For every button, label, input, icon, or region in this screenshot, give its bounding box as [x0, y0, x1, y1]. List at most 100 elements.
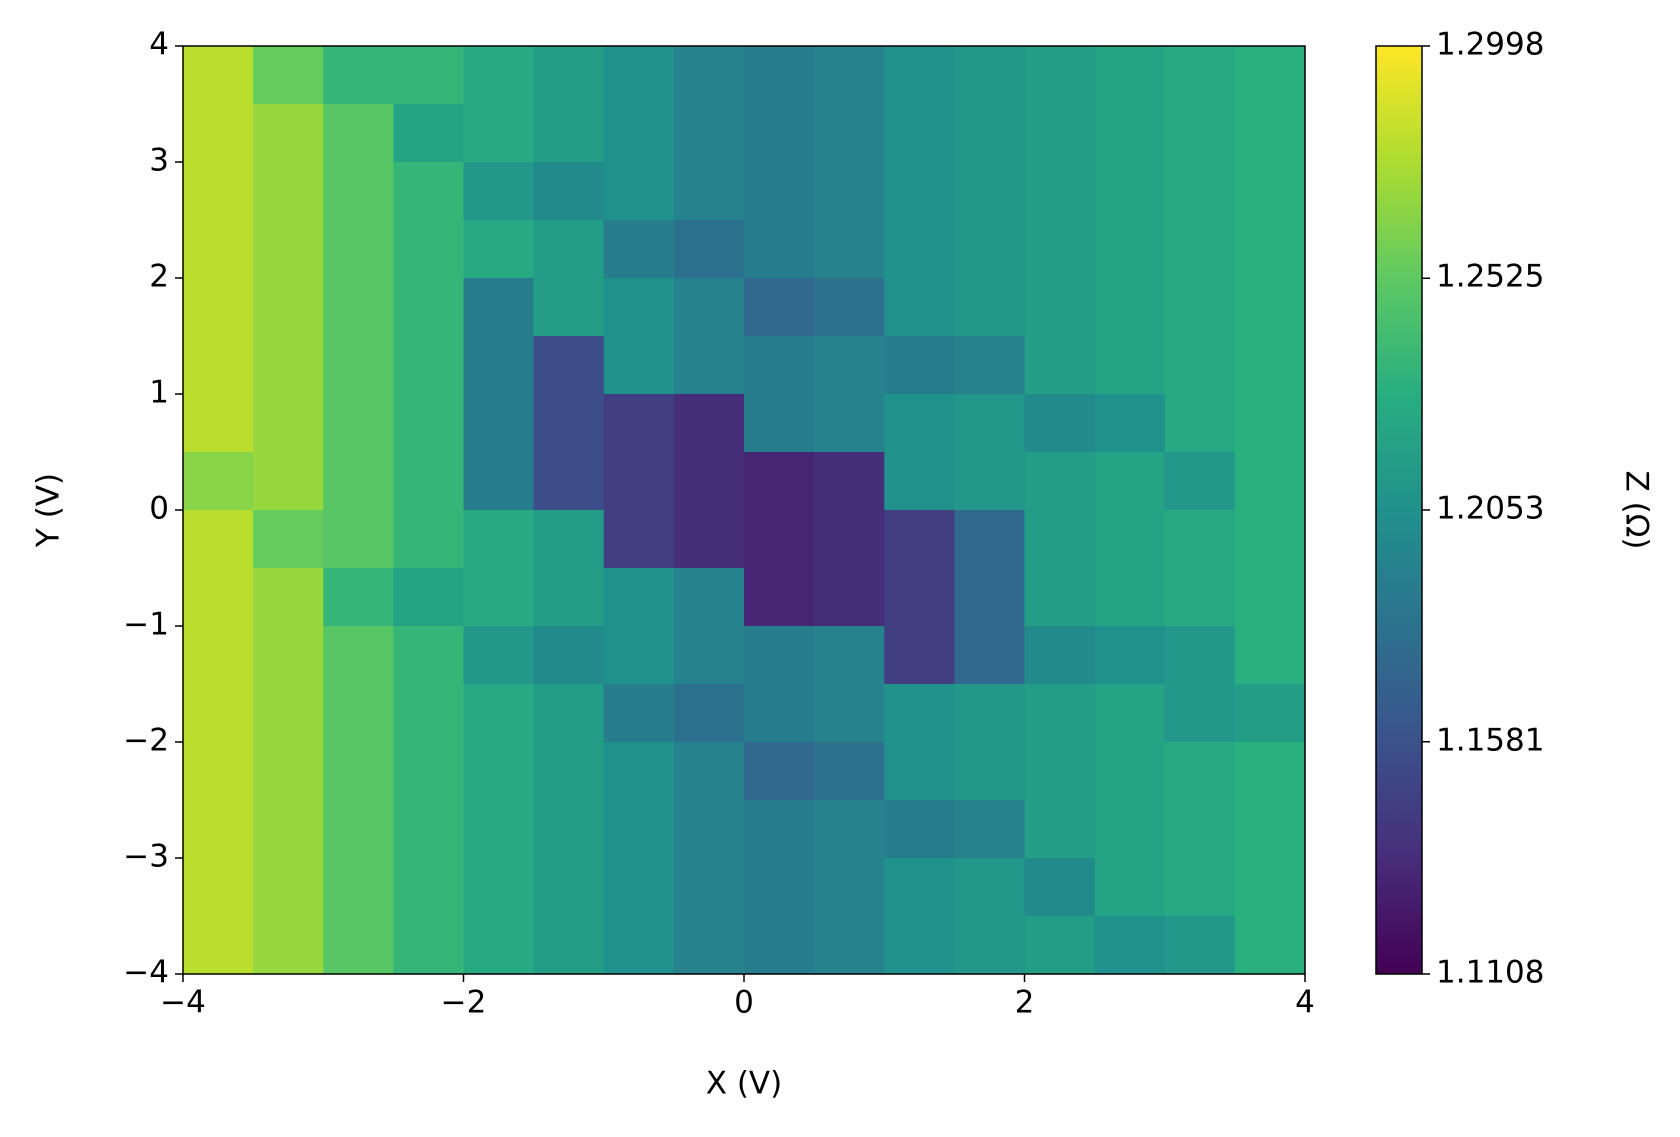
- heatmap-cell: [884, 742, 955, 801]
- heatmap-cell: [884, 568, 955, 627]
- heatmap-cell: [393, 278, 465, 337]
- heatmap-cell: [463, 800, 535, 859]
- heatmap-cell: [253, 278, 324, 337]
- x-tick-label: −2: [441, 985, 487, 1021]
- heatmap-cell: [954, 394, 1026, 453]
- heatmap-cell: [1234, 510, 1305, 569]
- heatmap-cell: [463, 104, 535, 163]
- heatmap-cell: [814, 568, 885, 627]
- heatmap-cell: [954, 510, 1026, 569]
- heatmap-cell: [744, 46, 815, 105]
- heatmap-cell: [1164, 104, 1236, 163]
- heatmap-cell: [183, 220, 254, 279]
- heatmap-cell: [603, 568, 675, 627]
- heatmap-cell: [744, 336, 815, 395]
- heatmap-cell: [253, 162, 324, 221]
- y-tick-label: −1: [123, 607, 169, 643]
- heatmap-cell: [744, 858, 815, 917]
- heatmap-cell: [393, 568, 465, 627]
- heatmap-cell: [183, 742, 254, 801]
- heatmap-cell: [814, 220, 885, 279]
- heatmap-cell: [253, 46, 324, 105]
- heatmap-cell: [393, 162, 465, 221]
- x-tick-label: −4: [160, 985, 206, 1021]
- heatmap-cell: [814, 394, 885, 453]
- heatmap-cell: [954, 626, 1026, 685]
- heatmap-cell: [1094, 568, 1166, 627]
- heatmap-cell: [814, 278, 885, 337]
- heatmap-cell: [954, 336, 1026, 395]
- heatmap-cell: [884, 104, 955, 163]
- heatmap-cell: [533, 684, 605, 743]
- heatmap-cell: [1024, 684, 1096, 743]
- heatmap-cell: [1234, 916, 1305, 974]
- x-tick-label: 2: [1015, 985, 1035, 1021]
- heatmap-cell: [673, 858, 745, 917]
- heatmap-cell: [954, 220, 1026, 279]
- heatmap-cell: [814, 46, 885, 105]
- y-tick-label: 0: [149, 491, 169, 527]
- heatmap-cell: [673, 46, 745, 105]
- heatmap-cell: [1094, 104, 1166, 163]
- heatmap-cell: [673, 626, 745, 685]
- heatmap-cell: [884, 452, 955, 511]
- heatmap-cell: [1094, 220, 1166, 279]
- heatmap-cell: [603, 858, 675, 917]
- heatmap-cell: [253, 220, 324, 279]
- heatmap-cell: [463, 626, 535, 685]
- heatmap-cell: [393, 452, 465, 511]
- heatmap-cell: [323, 452, 394, 511]
- heatmap-cell: [673, 162, 745, 221]
- heatmap-cell: [533, 742, 605, 801]
- heatmap-cell: [1024, 452, 1096, 511]
- heatmap-cell: [253, 626, 324, 685]
- heatmap-cell: [1024, 800, 1096, 859]
- heatmap-cell: [884, 858, 955, 917]
- heatmap-cell: [253, 684, 324, 743]
- heatmap-cell: [884, 46, 955, 105]
- y-tick-label: 4: [149, 27, 169, 63]
- heatmap-cell: [954, 858, 1026, 917]
- heatmap-cell: [1164, 858, 1236, 917]
- heatmap-cell: [1024, 278, 1096, 337]
- heatmap-cell: [884, 220, 955, 279]
- heatmap-cell: [673, 684, 745, 743]
- heatmap-cell: [1094, 916, 1166, 974]
- y-tick-label: −3: [123, 839, 169, 875]
- heatmap-cell: [183, 46, 254, 105]
- heatmap-cell: [1094, 162, 1166, 221]
- heatmap-cell: [253, 742, 324, 801]
- heatmap-cell: [1234, 220, 1305, 279]
- heatmap-cell: [1164, 742, 1236, 801]
- heatmap-cell: [884, 336, 955, 395]
- heatmap-cell: [603, 46, 675, 105]
- heatmap-cell: [463, 916, 535, 974]
- heatmap-cell: [533, 394, 605, 453]
- heatmap-cell: [884, 510, 955, 569]
- heatmap-cell: [884, 278, 955, 337]
- heatmap-cell: [1234, 278, 1305, 337]
- heatmap-cell: [253, 452, 324, 511]
- heatmap-cell: [323, 916, 394, 974]
- heatmap-cell: [533, 220, 605, 279]
- heatmap-cell: [183, 568, 254, 627]
- heatmap-cell: [673, 278, 745, 337]
- heatmap-cell: [323, 800, 394, 859]
- heatmap-cell: [533, 162, 605, 221]
- heatmap-cell: [1164, 568, 1236, 627]
- heatmap-cell: [1234, 104, 1305, 163]
- heatmap-cell: [183, 510, 254, 569]
- heatmap-cell: [463, 394, 535, 453]
- heatmap-cell: [603, 278, 675, 337]
- heatmap-cell: [323, 104, 394, 163]
- heatmap-cell: [393, 742, 465, 801]
- heatmap-cell: [183, 394, 254, 453]
- heatmap-cell: [463, 220, 535, 279]
- heatmap-cell: [1024, 162, 1096, 221]
- heatmap-cell: [673, 742, 745, 801]
- heatmap-cell: [954, 452, 1026, 511]
- heatmap-cell: [1234, 46, 1305, 105]
- heatmap-cell: [744, 220, 815, 279]
- heatmap-cell: [463, 452, 535, 511]
